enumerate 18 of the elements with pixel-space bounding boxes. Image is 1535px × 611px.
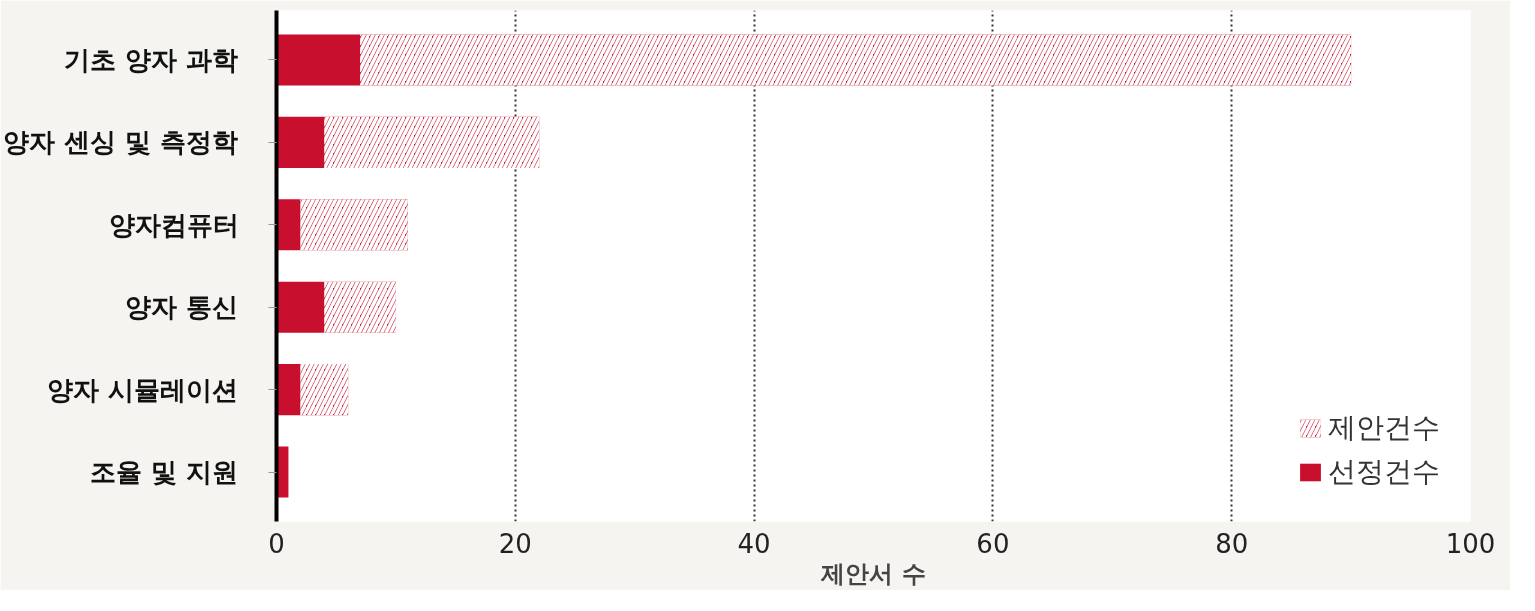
x-tick-label: 0 (268, 528, 285, 559)
y-tick-label: 양자 통신 (125, 292, 239, 323)
y-tick-label: 양자 센싱 및 측정학 (3, 127, 239, 158)
bar (276, 281, 325, 333)
x-tick-label: 60 (976, 528, 1010, 559)
legend-label: 제안건수 (1328, 410, 1440, 446)
x-tick-label: 20 (498, 528, 532, 559)
legend-label: 선정건수 (1328, 454, 1440, 490)
y-tick-label: 양자 시뮬레이션 (47, 374, 239, 405)
y-tick-label: 양자컴퓨터 (108, 209, 239, 240)
bar (276, 34, 361, 86)
x-tick-label: 40 (737, 528, 771, 559)
x-axis-title: 제안서 수 (820, 559, 926, 588)
y-tick-label: 조율 및 지원 (90, 457, 239, 488)
bar (276, 116, 325, 168)
y-tick-label: 기초 양자 과학 (64, 44, 239, 75)
x-tick-label: 80 (1215, 528, 1249, 559)
x-tick-label: 100 (1445, 528, 1496, 559)
